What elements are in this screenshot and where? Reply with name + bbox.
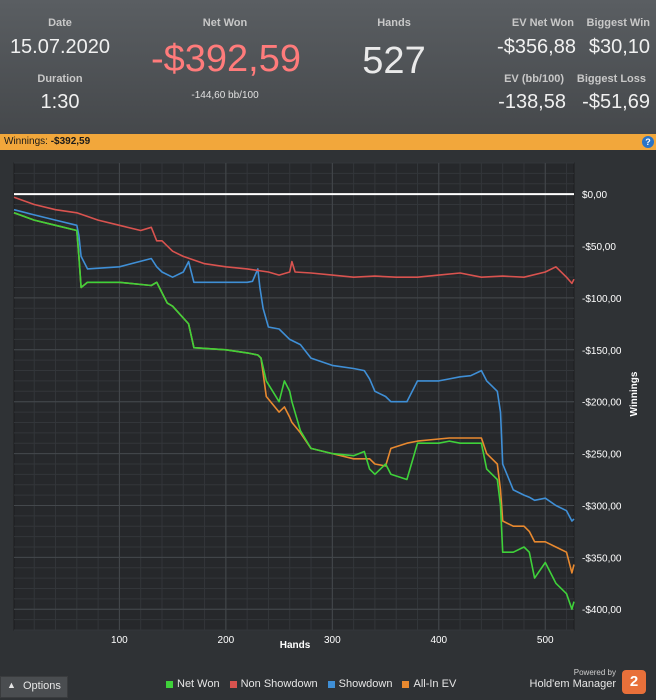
chart-legend: Net Won Non Showdown Showdown All-In EV xyxy=(166,678,456,690)
y-tick-label: -$100,00 xyxy=(582,294,622,305)
legend-item-showdown[interactable]: Showdown xyxy=(327,678,393,690)
winnings-banner: Winnings: -$392,59 ? xyxy=(0,134,656,150)
x-tick-label: 400 xyxy=(430,635,447,646)
options-button[interactable]: ▲ Options xyxy=(0,676,68,698)
plot-area xyxy=(13,162,575,631)
x-tick-label: 500 xyxy=(537,635,554,646)
legend-label: Showdown xyxy=(338,678,393,690)
biggest-win-value: $30,10 xyxy=(588,36,650,58)
duration-value: 1:30 xyxy=(40,91,80,113)
legend-label: All-In EV xyxy=(413,678,457,690)
y-tick-label: $0,00 xyxy=(582,190,607,201)
hands-label: Hands xyxy=(377,17,411,29)
biggest-loss-label: Biggest Loss xyxy=(576,73,646,85)
chart-ticks: $0,00 -$50,00 -$100,00 -$150,00 -$200,00 -$25… xyxy=(111,190,622,646)
showdown-line xyxy=(13,208,575,522)
hands-value: 527 xyxy=(362,40,426,82)
net-won-line xyxy=(13,212,575,611)
powered-by-text: Powered by xyxy=(573,668,616,677)
date-label: Date xyxy=(48,17,72,29)
hm2-logo-icon: 2 xyxy=(622,670,646,694)
winnings-chart: $0,00 -$50,00 -$100,00 -$150,00 -$200,00 -$25… xyxy=(13,162,640,651)
options-label: Options xyxy=(23,680,61,692)
biggest-win-label: Biggest Win xyxy=(586,17,650,29)
y-tick-label: -$250,00 xyxy=(582,450,622,461)
y-tick-label: -$350,00 xyxy=(582,553,622,564)
legend-item-all-in-ev[interactable]: All-In EV xyxy=(402,678,456,690)
ev-net-won-value: -$356,88 xyxy=(497,36,576,58)
biggest-loss-value: -$51,69 xyxy=(582,91,650,113)
x-tick-label: 300 xyxy=(324,635,341,646)
legend-label: Non Showdown xyxy=(240,678,318,690)
x-axis-title: Hands xyxy=(280,640,311,651)
y-tick-label: -$150,00 xyxy=(582,346,622,357)
holdem-manager-brand: Powered by Hold'em Manager 2 xyxy=(520,668,650,698)
y-axis-title: Winnings xyxy=(629,371,640,416)
y-tick-label: -$400,00 xyxy=(582,605,622,616)
y-tick-label: -$300,00 xyxy=(582,501,622,512)
chart-lines xyxy=(13,196,575,611)
net-won-value: -$392,59 xyxy=(150,38,301,80)
x-tick-label: 200 xyxy=(218,635,235,646)
legend-swatch xyxy=(327,680,335,688)
non-showdown-line xyxy=(13,196,575,285)
y-tick-label: -$200,00 xyxy=(582,398,622,409)
banner-value: -$392,59 xyxy=(50,136,91,147)
legend-swatch xyxy=(166,680,173,688)
legend-label: Net Won xyxy=(177,678,220,690)
net-won-label: Net Won xyxy=(202,17,248,29)
net-won-bb-per-100: -144,60 bb/100 xyxy=(191,90,259,101)
legend-item-net-won[interactable]: Net Won xyxy=(166,678,220,690)
duration-label: Duration xyxy=(37,73,83,85)
brand-name: Hold'em Manager xyxy=(529,678,616,690)
legend-swatch xyxy=(402,680,410,688)
ev-bb-label: EV (bb/100) xyxy=(504,73,564,85)
legend-swatch xyxy=(229,680,237,688)
chart-grid xyxy=(14,162,574,631)
date-value: 15.07.2020 xyxy=(9,36,111,58)
ev-net-won-label: EV Net Won xyxy=(511,17,574,29)
question-circle-icon[interactable]: ? xyxy=(642,136,654,148)
session-summary-header: Date 15.07.2020 Duration 1:30 Net Won -$… xyxy=(0,0,656,135)
banner-label: Winnings: xyxy=(4,136,48,147)
y-tick-label: -$50,00 xyxy=(582,242,616,253)
chevron-up-icon: ▲ xyxy=(7,680,16,690)
banner-text: Winnings: -$392,59 xyxy=(4,136,90,147)
ev-bb-value: -138,58 xyxy=(498,91,566,113)
x-tick-label: 100 xyxy=(111,635,128,646)
legend-item-non-showdown[interactable]: Non Showdown xyxy=(229,678,318,690)
